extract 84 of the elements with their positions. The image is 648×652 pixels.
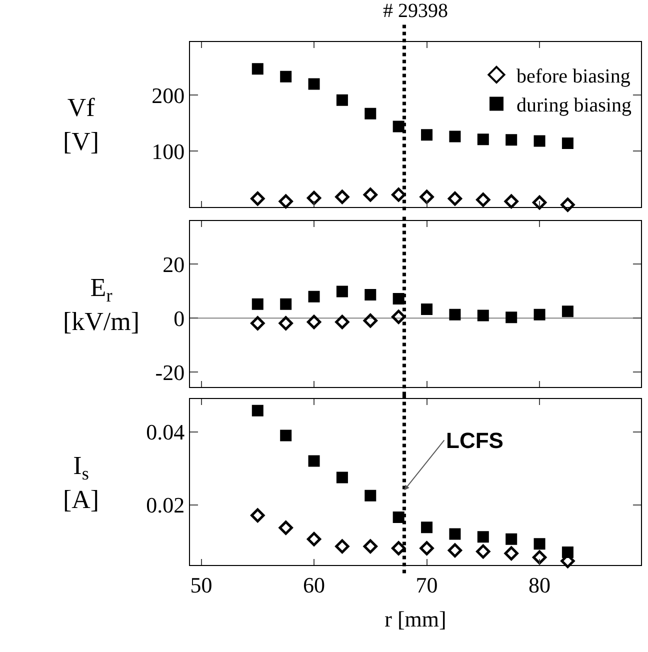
point — [336, 472, 348, 484]
point — [532, 550, 547, 564]
point — [252, 298, 264, 310]
point — [421, 304, 433, 316]
point — [363, 314, 378, 328]
point — [336, 286, 348, 298]
point — [308, 455, 320, 467]
y-tick-label: 0.02 — [146, 492, 185, 518]
point — [250, 508, 265, 522]
point — [280, 430, 292, 442]
point — [562, 137, 574, 149]
x-tick-label: 60 — [303, 572, 326, 598]
point — [364, 108, 376, 120]
point — [477, 310, 489, 322]
point — [278, 194, 293, 209]
point — [421, 522, 433, 534]
point — [560, 198, 575, 212]
y-tick-label: 100 — [152, 138, 185, 164]
point — [449, 130, 461, 142]
y-tick-label: 200 — [152, 82, 185, 108]
point — [504, 546, 518, 560]
point — [364, 490, 376, 502]
point — [506, 312, 518, 324]
point — [420, 190, 434, 204]
point — [506, 533, 518, 545]
point — [335, 190, 350, 204]
point — [364, 288, 376, 300]
point — [308, 290, 320, 302]
point — [335, 314, 350, 330]
point — [250, 316, 265, 330]
point — [336, 94, 348, 106]
point — [391, 310, 406, 324]
y-axis-title: I$_{s}$ [A] — [63, 451, 100, 514]
y-axis-title: E$_{r}$ [kV/m] — [63, 273, 140, 336]
x-axis-title: r [mm] — [384, 606, 446, 632]
point — [449, 308, 461, 320]
point — [391, 541, 406, 556]
point — [506, 134, 518, 146]
point — [392, 120, 404, 132]
point — [534, 538, 546, 550]
x-tick-label: 80 — [528, 572, 551, 598]
point — [250, 192, 265, 206]
point — [392, 292, 404, 304]
point — [476, 544, 490, 559]
point — [532, 195, 547, 210]
point — [363, 188, 378, 202]
chart-title: # 29398 — [383, 0, 448, 22]
y-tick-label: 0 — [174, 306, 185, 331]
point — [391, 188, 406, 202]
annotation: LCFS — [446, 428, 504, 453]
point — [448, 192, 462, 206]
point — [476, 192, 490, 207]
point — [477, 531, 489, 543]
point — [308, 78, 320, 90]
point — [448, 543, 462, 558]
y-tick-label: -20 — [155, 360, 185, 385]
point — [252, 63, 264, 75]
y-tick-label: 0.04 — [146, 420, 185, 445]
point — [421, 129, 433, 141]
point — [477, 134, 489, 146]
point — [280, 70, 292, 82]
point — [449, 528, 461, 540]
point — [306, 532, 322, 546]
point — [306, 314, 322, 330]
point — [363, 539, 378, 554]
point — [562, 546, 574, 558]
y-axis-title: Vf [V] — [63, 93, 100, 156]
point — [335, 539, 350, 554]
point — [306, 190, 322, 206]
y-tick-label: 20 — [162, 252, 185, 277]
point — [392, 511, 404, 523]
point — [278, 316, 293, 330]
point — [278, 520, 293, 535]
point — [562, 306, 574, 318]
legend-label: during biasing — [516, 94, 632, 116]
point — [534, 308, 546, 320]
point — [420, 541, 434, 556]
legend-label: before biasing — [516, 66, 630, 88]
point — [280, 298, 292, 310]
x-tick-label: 50 — [190, 572, 212, 598]
x-tick-label: 70 — [416, 572, 438, 598]
point — [252, 404, 264, 416]
point — [504, 194, 518, 209]
point — [534, 135, 546, 147]
